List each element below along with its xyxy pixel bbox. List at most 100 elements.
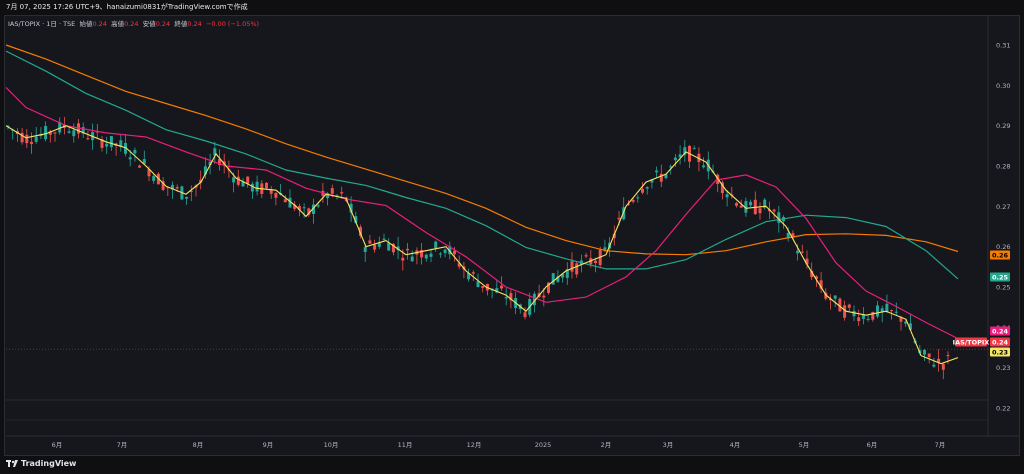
candle bbox=[349, 203, 353, 213]
candle bbox=[584, 255, 588, 257]
candle bbox=[241, 181, 245, 187]
candle bbox=[861, 314, 865, 319]
low-label: 安値 bbox=[142, 20, 156, 28]
candle bbox=[899, 316, 903, 322]
x-tick-label: 2月 bbox=[601, 441, 612, 449]
candle bbox=[25, 134, 29, 144]
candle bbox=[382, 238, 386, 240]
candle bbox=[852, 310, 856, 317]
candle bbox=[885, 303, 889, 312]
candle bbox=[772, 209, 776, 212]
candle bbox=[312, 204, 315, 215]
price-tag: 0.25 bbox=[990, 272, 1010, 282]
chart-panel[interactable] bbox=[4, 15, 1020, 456]
candle bbox=[871, 311, 875, 320]
candle bbox=[814, 276, 818, 279]
moving-average-line-3 bbox=[5, 86, 959, 340]
candle bbox=[758, 208, 762, 214]
candle bbox=[401, 257, 405, 261]
price-tag-label: 0.24 bbox=[992, 338, 1009, 346]
candle bbox=[199, 179, 203, 183]
candle bbox=[923, 349, 926, 355]
candle bbox=[650, 179, 654, 183]
candle bbox=[617, 217, 621, 220]
x-tick-label: 8月 bbox=[193, 441, 204, 449]
y-tick-label: 0.31 bbox=[996, 42, 1010, 50]
tradingview-logo-icon bbox=[6, 459, 18, 467]
candle bbox=[218, 159, 221, 165]
candle bbox=[777, 212, 781, 223]
candle bbox=[810, 270, 814, 278]
candle bbox=[838, 298, 842, 312]
chart-header-text: 7月 07, 2025 17:26 UTC+9、hanaizumi0831がTr… bbox=[6, 3, 248, 11]
candle bbox=[396, 246, 400, 251]
candle bbox=[509, 293, 513, 301]
candle bbox=[636, 197, 640, 199]
x-tick-label: 2025 bbox=[535, 441, 552, 449]
candle bbox=[829, 298, 832, 301]
candle bbox=[133, 149, 137, 154]
candle bbox=[791, 233, 795, 238]
candle bbox=[232, 177, 236, 183]
candle bbox=[316, 205, 320, 207]
candle bbox=[30, 141, 33, 144]
candle bbox=[739, 205, 743, 208]
y-tick-label: 0.22 bbox=[996, 405, 1010, 413]
price-tag-box bbox=[990, 337, 1010, 347]
candle bbox=[293, 204, 297, 209]
candle bbox=[565, 269, 569, 278]
candle bbox=[359, 227, 362, 236]
candle bbox=[128, 157, 132, 160]
price-tag-box bbox=[990, 272, 1010, 282]
candle bbox=[438, 253, 442, 255]
symbol-title[interactable]: IAS/TOPIX · 1日 · TSE bbox=[8, 20, 76, 28]
y-tick-label: 0.27 bbox=[996, 203, 1010, 211]
candle bbox=[673, 157, 677, 161]
candle bbox=[824, 292, 828, 299]
candle bbox=[669, 166, 673, 168]
candle bbox=[880, 308, 884, 313]
candle bbox=[725, 194, 729, 198]
candle bbox=[833, 295, 837, 299]
change-value: −0.00 (−1.05%) bbox=[205, 20, 260, 28]
candle bbox=[236, 176, 240, 185]
price-tag-label: 0.23 bbox=[992, 348, 1008, 356]
y-tick-label: 0.23 bbox=[996, 364, 1010, 372]
candle bbox=[626, 203, 630, 205]
candle bbox=[250, 183, 254, 192]
footer-brand: TradingView bbox=[6, 459, 76, 468]
y-tick-label: 0.25 bbox=[996, 284, 1010, 292]
candle bbox=[335, 195, 339, 197]
candle bbox=[594, 260, 597, 264]
candle bbox=[246, 176, 250, 184]
candle bbox=[946, 355, 950, 357]
high-label: 高値 bbox=[111, 20, 125, 28]
candle bbox=[72, 130, 76, 137]
candle bbox=[429, 253, 433, 257]
price-tag-label: 0.25 bbox=[992, 273, 1009, 281]
price-tag-box bbox=[990, 326, 1010, 336]
footer-brand-text[interactable]: TradingView bbox=[21, 459, 77, 468]
open-value: 0.24 bbox=[92, 20, 107, 28]
candle bbox=[58, 122, 62, 133]
close-label: 終値 bbox=[174, 20, 188, 28]
candle bbox=[532, 293, 536, 306]
candle bbox=[152, 176, 156, 181]
candle bbox=[575, 263, 579, 275]
candle bbox=[175, 187, 179, 189]
candle bbox=[53, 132, 57, 134]
candle bbox=[735, 203, 738, 206]
candle bbox=[368, 240, 372, 244]
candle bbox=[274, 192, 278, 198]
candle bbox=[678, 154, 682, 158]
candle bbox=[424, 254, 428, 259]
candle bbox=[330, 188, 334, 194]
x-tick-label: 6月 bbox=[52, 441, 63, 449]
candle bbox=[702, 165, 706, 168]
price-tag: 0.23 bbox=[990, 347, 1010, 357]
candle bbox=[547, 282, 550, 293]
candle bbox=[500, 285, 503, 289]
candle bbox=[288, 197, 292, 208]
price-tag-label: 0.26 bbox=[992, 251, 1009, 259]
